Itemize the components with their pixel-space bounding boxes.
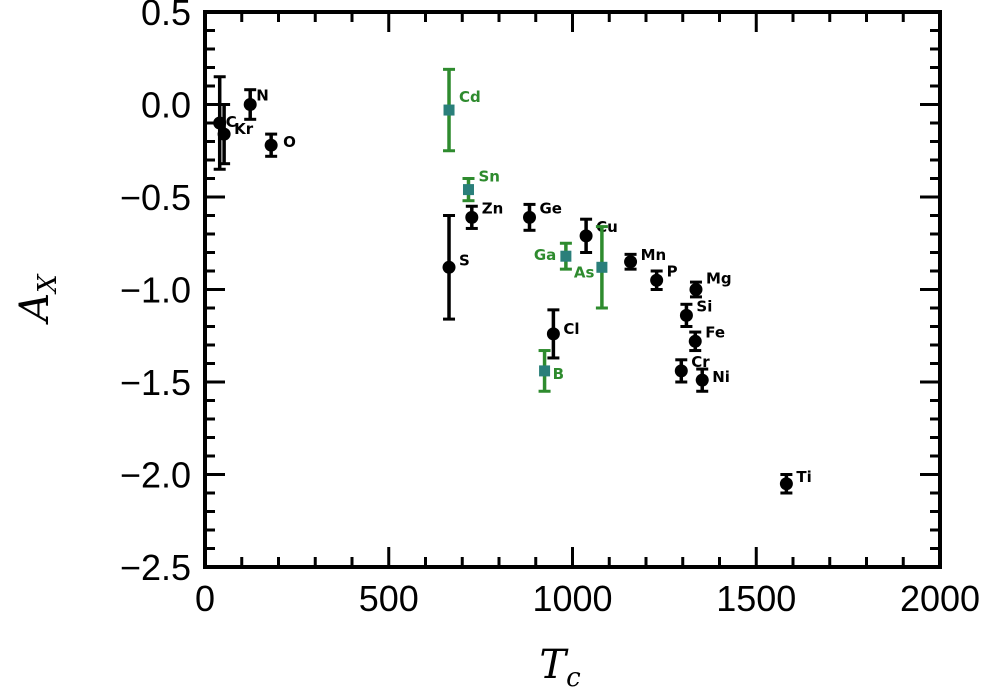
x-tick-label: 2000 [900, 578, 980, 619]
y-axis-title: AX [12, 273, 63, 326]
marker-square [443, 104, 455, 116]
y-tick-label: 0.0 [141, 85, 191, 126]
marker-square [539, 365, 551, 377]
marker-dot [243, 98, 257, 111]
point-label: Ti [796, 468, 811, 486]
point-label: Mg [706, 270, 732, 288]
data-point-ga: Ga [534, 241, 572, 271]
data-point-ti: Ti [779, 468, 812, 495]
point-label: B [553, 365, 564, 383]
point-label: Mn [641, 246, 667, 264]
point-label: Kr [234, 120, 254, 138]
marker-dot [679, 308, 693, 322]
data-point-cl: Cl [546, 308, 580, 360]
marker-dot [523, 210, 537, 224]
marker-square [596, 261, 608, 273]
point-label: Si [696, 297, 712, 315]
x-axis-title-sub: c [566, 663, 581, 693]
x-tick-label: 1000 [532, 578, 612, 619]
marker-square [462, 184, 474, 196]
data-point-b: B [538, 349, 564, 393]
y-axis-title-sub: X [33, 273, 63, 295]
marker-dot [465, 210, 479, 224]
marker-square [560, 250, 572, 262]
point-label: C [226, 113, 237, 131]
x-tick-label: 1500 [716, 578, 796, 619]
data-point-s: S [442, 214, 470, 321]
point-label: N [256, 87, 269, 105]
y-tick-label: −2.0 [120, 455, 191, 496]
data-point-zn: Zn [465, 199, 504, 230]
marker-dot [674, 364, 688, 378]
y-tick-label: −1.5 [120, 362, 191, 403]
data-point-cr: Cr [674, 353, 710, 384]
point-label: Fe [705, 323, 725, 341]
plot-frame [203, 10, 942, 569]
point-label: Sn [478, 168, 499, 186]
marker-dot [689, 283, 703, 296]
point-label: S [459, 251, 470, 269]
data-point-kr: Kr [217, 103, 254, 166]
data-point-mn: Mn [624, 246, 667, 271]
data-point-n: N [243, 87, 269, 121]
marker-dot [217, 127, 231, 141]
point-label: Cl [563, 320, 579, 338]
data-point-cd: Cd [443, 67, 481, 153]
point-label: As [574, 263, 595, 281]
marker-dot [442, 260, 456, 274]
data-point-sn: Sn [462, 168, 500, 203]
y-tick-label: −2.5 [120, 547, 191, 588]
y-tick-label: −1.0 [120, 270, 191, 311]
marker-dot [688, 334, 702, 348]
x-tick-label: 500 [359, 578, 419, 619]
point-label: Cr [691, 353, 710, 371]
marker-dot [264, 138, 278, 152]
marker-dot [695, 373, 709, 387]
point-label: Ni [712, 368, 730, 386]
data-point-ge: Ge [523, 199, 563, 232]
data-point-o: O [264, 132, 296, 158]
data-point-fe: Fe [688, 323, 725, 353]
point-label: P [667, 262, 678, 280]
data-point-p: P [650, 262, 678, 291]
marker-dot [546, 327, 560, 341]
data-point-as: As [574, 225, 608, 310]
point-label: O [283, 133, 296, 151]
marker-dot [779, 477, 793, 491]
marker-dot [624, 255, 638, 269]
point-label: Ga [534, 246, 556, 264]
data-point-ni: Ni [695, 367, 730, 393]
marker-dot [650, 273, 664, 287]
point-label: Ge [540, 199, 563, 217]
data-point-si: Si [679, 297, 712, 328]
data-point-mg: Mg [689, 270, 732, 299]
point-label: Cd [459, 88, 481, 106]
x-axis-title-main: T [539, 642, 569, 688]
x-axis-title: Tc [539, 642, 581, 693]
point-label: Zn [482, 199, 504, 217]
marker-dot [579, 229, 593, 243]
y-axis-title-main: A [12, 293, 58, 326]
y-tick-label: 0.5 [141, 0, 191, 33]
x-tick-label: 0 [195, 578, 215, 619]
axis-tick-labels: 0 500 1000 1500 2000 0.5 0.0 −0.5 −1.0 −1.5 −2.0 −2… [120, 0, 980, 619]
y-tick-label: −0.5 [120, 177, 191, 218]
